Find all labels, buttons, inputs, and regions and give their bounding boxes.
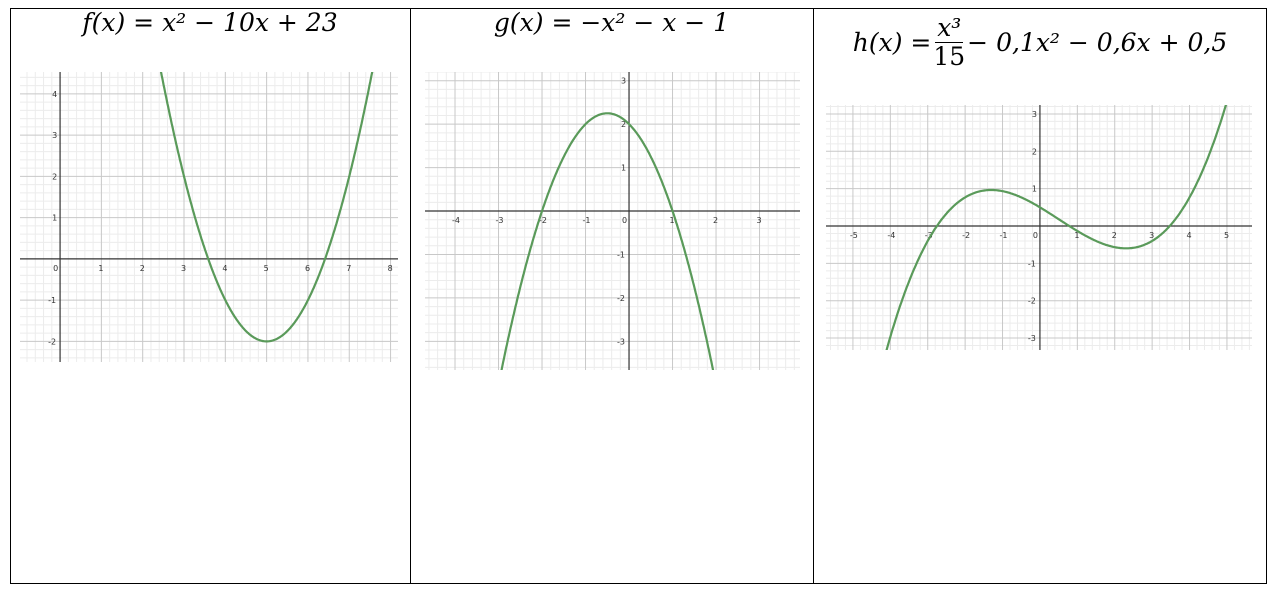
x-tick-label: -3: [925, 231, 933, 240]
x-tick-label: 0: [1033, 231, 1038, 240]
x-tick-label: 8: [388, 264, 393, 273]
y-tick-label: 2: [52, 172, 57, 181]
function-table: [10, 8, 1267, 584]
y-tick-label: -1: [48, 296, 56, 305]
x-tick-label: 1: [1074, 231, 1079, 240]
title-h-right: − 0,1x² − 0,6x + 0,5: [967, 27, 1228, 57]
x-tick-label: -1: [583, 216, 591, 225]
x-tick-label: 2: [140, 264, 145, 273]
y-tick-label: -2: [617, 294, 625, 303]
y-tick-label: -3: [617, 337, 625, 346]
x-tick-label: 2: [713, 216, 718, 225]
title-h-numerator: x³: [935, 12, 964, 43]
x-tick-label: 5: [264, 264, 269, 273]
x-tick-label: 6: [305, 264, 310, 273]
x-tick-label: 2: [1112, 231, 1117, 240]
graph-f: 0 1 2 3 4 5 6 7 8 -2 -1 1 2 3 4: [20, 72, 398, 362]
graph-h: -5 -4 -3 -2 -1 0 1 2 3 4 5 -3 -2 -1 1 2 3: [826, 105, 1252, 350]
x-tick-label: 4: [1187, 231, 1192, 240]
x-tick-label: 0: [622, 216, 627, 225]
x-tick-label: 3: [181, 264, 186, 273]
y-tick-label: 2: [1032, 147, 1037, 156]
x-tick-label: 1: [98, 264, 103, 273]
y-tick-label: -2: [1028, 297, 1036, 306]
y-tick-label: 1: [52, 214, 57, 223]
x-tick-label: -4: [887, 231, 895, 240]
x-tick-label: -1: [1000, 231, 1008, 240]
y-tick-label: -1: [617, 250, 625, 259]
x-tick-label: 3: [757, 216, 762, 225]
y-tick-label: 3: [1032, 110, 1037, 119]
y-tick-label: 1: [621, 164, 626, 173]
x-tick-label: -2: [962, 231, 970, 240]
y-tick-label: -1: [1028, 259, 1036, 268]
title-h-denominator: 15: [933, 41, 966, 71]
title-h: h(x) = x³ 15 − 0,1x² − 0,6x + 0,5: [813, 6, 1267, 78]
x-tick-label: 5: [1224, 231, 1229, 240]
y-tick-label: 2: [621, 120, 626, 129]
x-tick-label: 3: [1149, 231, 1154, 240]
x-tick-label: 0: [53, 264, 58, 273]
y-tick-label: 4: [52, 90, 57, 99]
function-curve: [500, 112, 715, 370]
y-tick-label: 3: [52, 131, 57, 140]
x-tick-label: 1: [670, 216, 675, 225]
title-g: g(x) = −x² − x − 1: [493, 8, 730, 37]
y-tick-label: 1: [1032, 185, 1037, 194]
x-tick-label: -3: [496, 216, 504, 225]
function-curve: [885, 105, 1228, 350]
y-tick-label: -3: [1028, 334, 1036, 343]
y-tick-label: 3: [621, 77, 626, 86]
title-f: f(x) = x² − 10x + 23: [82, 8, 338, 37]
column-divider: [410, 8, 411, 584]
x-tick-label: -2: [539, 216, 547, 225]
x-tick-label: -4: [452, 216, 460, 225]
x-tick-label: -5: [850, 231, 858, 240]
title-h-fraction: x³ 15: [933, 12, 966, 71]
x-tick-label: 7: [346, 264, 351, 273]
title-h-left: h(x) =: [852, 27, 932, 57]
column-divider: [813, 8, 814, 584]
y-tick-label: -2: [48, 337, 56, 346]
function-curve: [159, 72, 374, 343]
x-tick-label: 4: [222, 264, 227, 273]
